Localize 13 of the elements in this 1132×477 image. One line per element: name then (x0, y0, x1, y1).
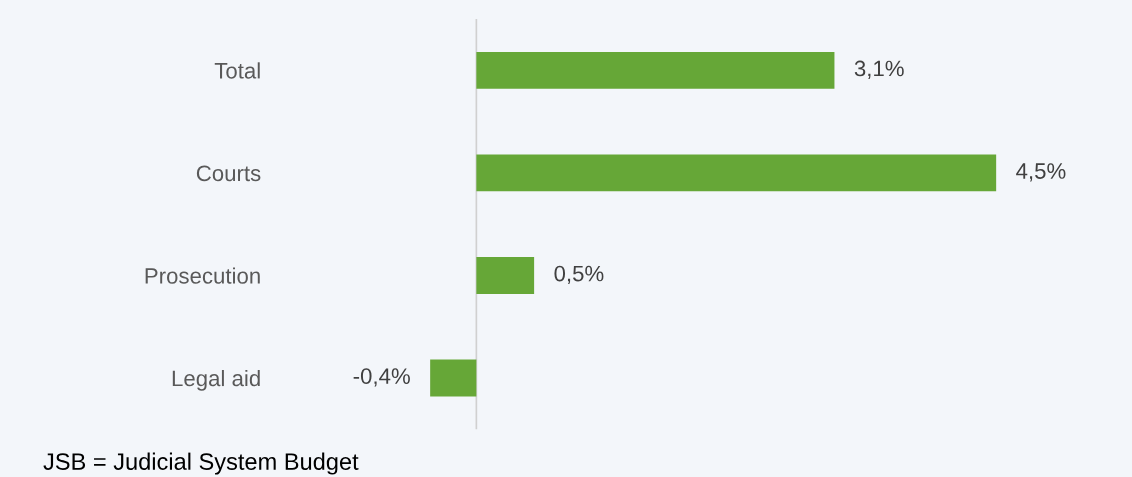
bar (476, 257, 535, 294)
text: JSB = Judicial System Budget (43, 452, 359, 475)
data-label: 3,1% (854, 60, 904, 79)
bar (476, 154, 997, 192)
data-label: -0,4% (353, 368, 410, 387)
y-tick-label: Courts (196, 165, 261, 182)
y-tick-label: Legal aid (172, 369, 260, 391)
y-tick-label: Total (214, 62, 260, 79)
data-label: 4,5% (1016, 163, 1066, 182)
bar (476, 51, 835, 89)
y-tick-label: Prosecution (145, 267, 260, 284)
bar (430, 359, 477, 397)
data-label: 0,5% (554, 265, 604, 285)
